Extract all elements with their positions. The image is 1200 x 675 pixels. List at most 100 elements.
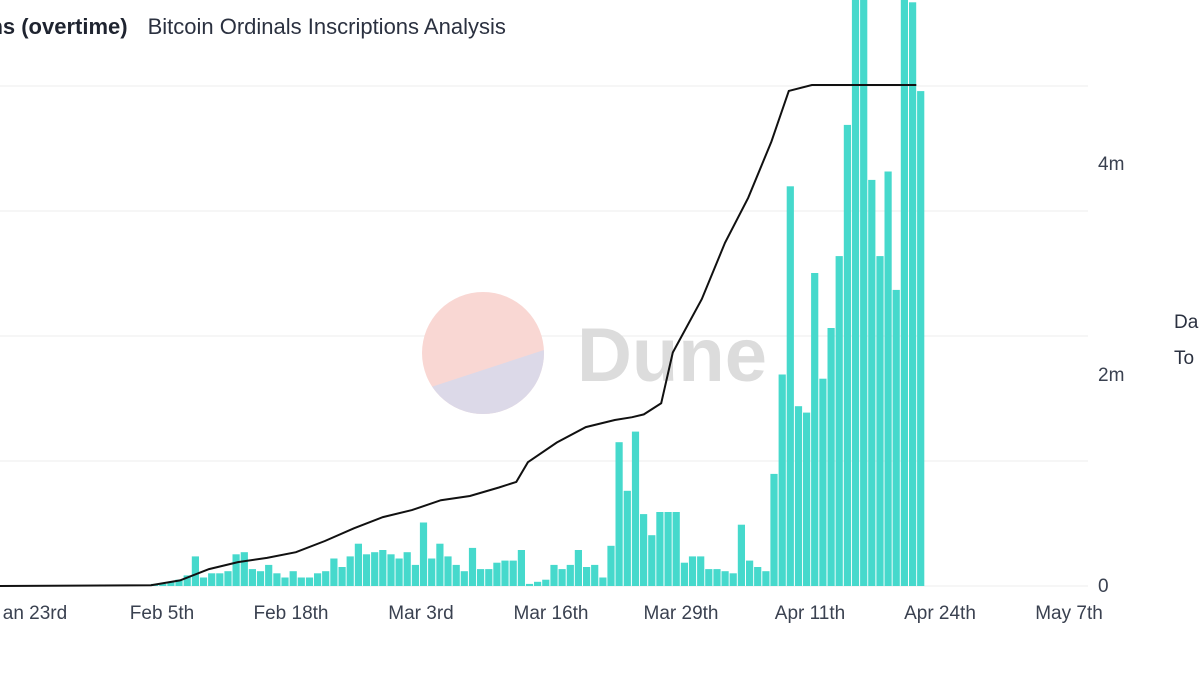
daily-bar[interactable] [794, 406, 803, 586]
daily-bar[interactable] [754, 567, 762, 586]
daily-bar[interactable] [346, 556, 354, 586]
daily-bar[interactable] [737, 524, 745, 586]
daily-bar[interactable] [183, 575, 191, 586]
daily-bar[interactable] [672, 512, 680, 586]
daily-bar[interactable] [786, 186, 794, 587]
daily-bar[interactable] [159, 583, 167, 586]
daily-bar[interactable] [395, 558, 403, 587]
daily-bar[interactable] [387, 554, 395, 586]
daily-bar[interactable] [509, 560, 517, 586]
daily-bar[interactable] [664, 512, 672, 586]
daily-bar[interactable] [305, 577, 314, 587]
legend-item-total[interactable]: To [1174, 348, 1195, 369]
daily-bar[interactable] [297, 577, 305, 587]
daily-bar[interactable] [884, 171, 892, 587]
daily-bar[interactable] [175, 579, 183, 586]
daily-bar[interactable] [379, 550, 387, 586]
daily-bar[interactable] [746, 560, 754, 586]
daily-bar[interactable] [835, 256, 843, 586]
daily-bar[interactable] [468, 547, 477, 586]
daily-bar[interactable] [607, 545, 615, 586]
daily-bar[interactable] [558, 569, 566, 586]
daily-bar[interactable] [583, 567, 591, 586]
daily-bar[interactable] [248, 569, 256, 586]
daily-bar[interactable] [827, 328, 835, 586]
daily-bar[interactable] [843, 124, 851, 587]
daily-bar[interactable] [574, 550, 582, 586]
legend-item-daily[interactable]: Da [1174, 312, 1199, 333]
daily-bar[interactable] [493, 562, 501, 586]
daily-bar[interactable] [851, 0, 860, 586]
daily-bar[interactable] [631, 431, 640, 586]
daily-bar[interactable] [525, 583, 534, 586]
daily-bar[interactable] [615, 442, 623, 586]
daily-bar[interactable] [477, 569, 485, 586]
daily-bar[interactable] [452, 564, 460, 586]
daily-bar[interactable] [721, 571, 729, 586]
daily-bar[interactable] [803, 412, 811, 586]
daily-bar[interactable] [917, 91, 925, 586]
daily-bar[interactable] [354, 543, 362, 586]
daily-bar[interactable] [265, 564, 273, 586]
daily-bar[interactable] [778, 374, 786, 587]
daily-bar[interactable] [501, 560, 509, 586]
daily-bar[interactable] [648, 535, 656, 586]
y-tick-label: 2m [1098, 365, 1124, 386]
daily-bar[interactable] [216, 573, 224, 586]
daily-bar[interactable] [542, 579, 550, 586]
daily-bar[interactable] [411, 564, 419, 586]
daily-bar[interactable] [485, 569, 493, 586]
daily-bar[interactable] [640, 514, 648, 586]
daily-bar[interactable] [419, 522, 428, 587]
x-axis-ticks: an 23rd Feb 5th Feb 18th Mar 3rd Mar 16th Mar… [3, 603, 1103, 624]
daily-bar[interactable] [281, 577, 289, 587]
daily-bar[interactable] [892, 289, 900, 586]
daily-bar[interactable] [909, 2, 917, 587]
daily-bar[interactable] [338, 567, 346, 586]
daily-bar[interactable] [623, 490, 631, 586]
daily-bar[interactable] [208, 573, 216, 586]
daily-bar[interactable] [550, 564, 558, 586]
daily-bar[interactable] [819, 378, 827, 586]
daily-bar[interactable] [199, 577, 208, 587]
daily-bar[interactable] [599, 577, 607, 587]
daily-bar[interactable] [534, 581, 542, 586]
daily-bar[interactable] [330, 558, 338, 587]
daily-bar[interactable] [680, 562, 688, 586]
daily-bar[interactable] [444, 556, 452, 586]
daily-bar[interactable] [591, 564, 599, 586]
daily-bar[interactable] [191, 556, 199, 586]
daily-bar[interactable] [770, 473, 778, 586]
daily-bar[interactable] [371, 552, 379, 586]
daily-bar[interactable] [362, 554, 371, 586]
daily-bar[interactable] [256, 571, 265, 586]
daily-bar[interactable] [566, 564, 574, 586]
daily-bar[interactable] [314, 573, 322, 586]
daily-bar[interactable] [860, 0, 868, 586]
daily-bar[interactable] [811, 273, 819, 586]
x-tick-label: Mar 3rd [388, 603, 453, 624]
daily-bar[interactable] [224, 571, 232, 586]
daily-bar[interactable] [705, 569, 713, 586]
daily-bar[interactable] [697, 556, 705, 586]
daily-bar[interactable] [403, 552, 411, 586]
daily-bar[interactable] [232, 554, 240, 586]
daily-bar[interactable] [868, 179, 876, 586]
daily-bar[interactable] [762, 571, 770, 586]
daily-bar[interactable] [900, 0, 908, 587]
daily-bar[interactable] [436, 543, 444, 586]
daily-bar[interactable] [322, 571, 330, 586]
daily-bar[interactable] [289, 571, 297, 586]
daily-bar[interactable] [240, 552, 248, 586]
daily-bar[interactable] [460, 571, 468, 586]
daily-bar[interactable] [729, 573, 737, 586]
daily-bar[interactable] [656, 512, 664, 586]
daily-bar[interactable] [688, 556, 697, 586]
daily-bar[interactable] [713, 569, 721, 586]
daily-bar[interactable] [876, 256, 884, 586]
daily-bar[interactable] [167, 581, 175, 586]
daily-bar[interactable] [428, 558, 436, 587]
daily-bar[interactable] [273, 573, 281, 586]
daily-bar[interactable] [517, 550, 525, 586]
